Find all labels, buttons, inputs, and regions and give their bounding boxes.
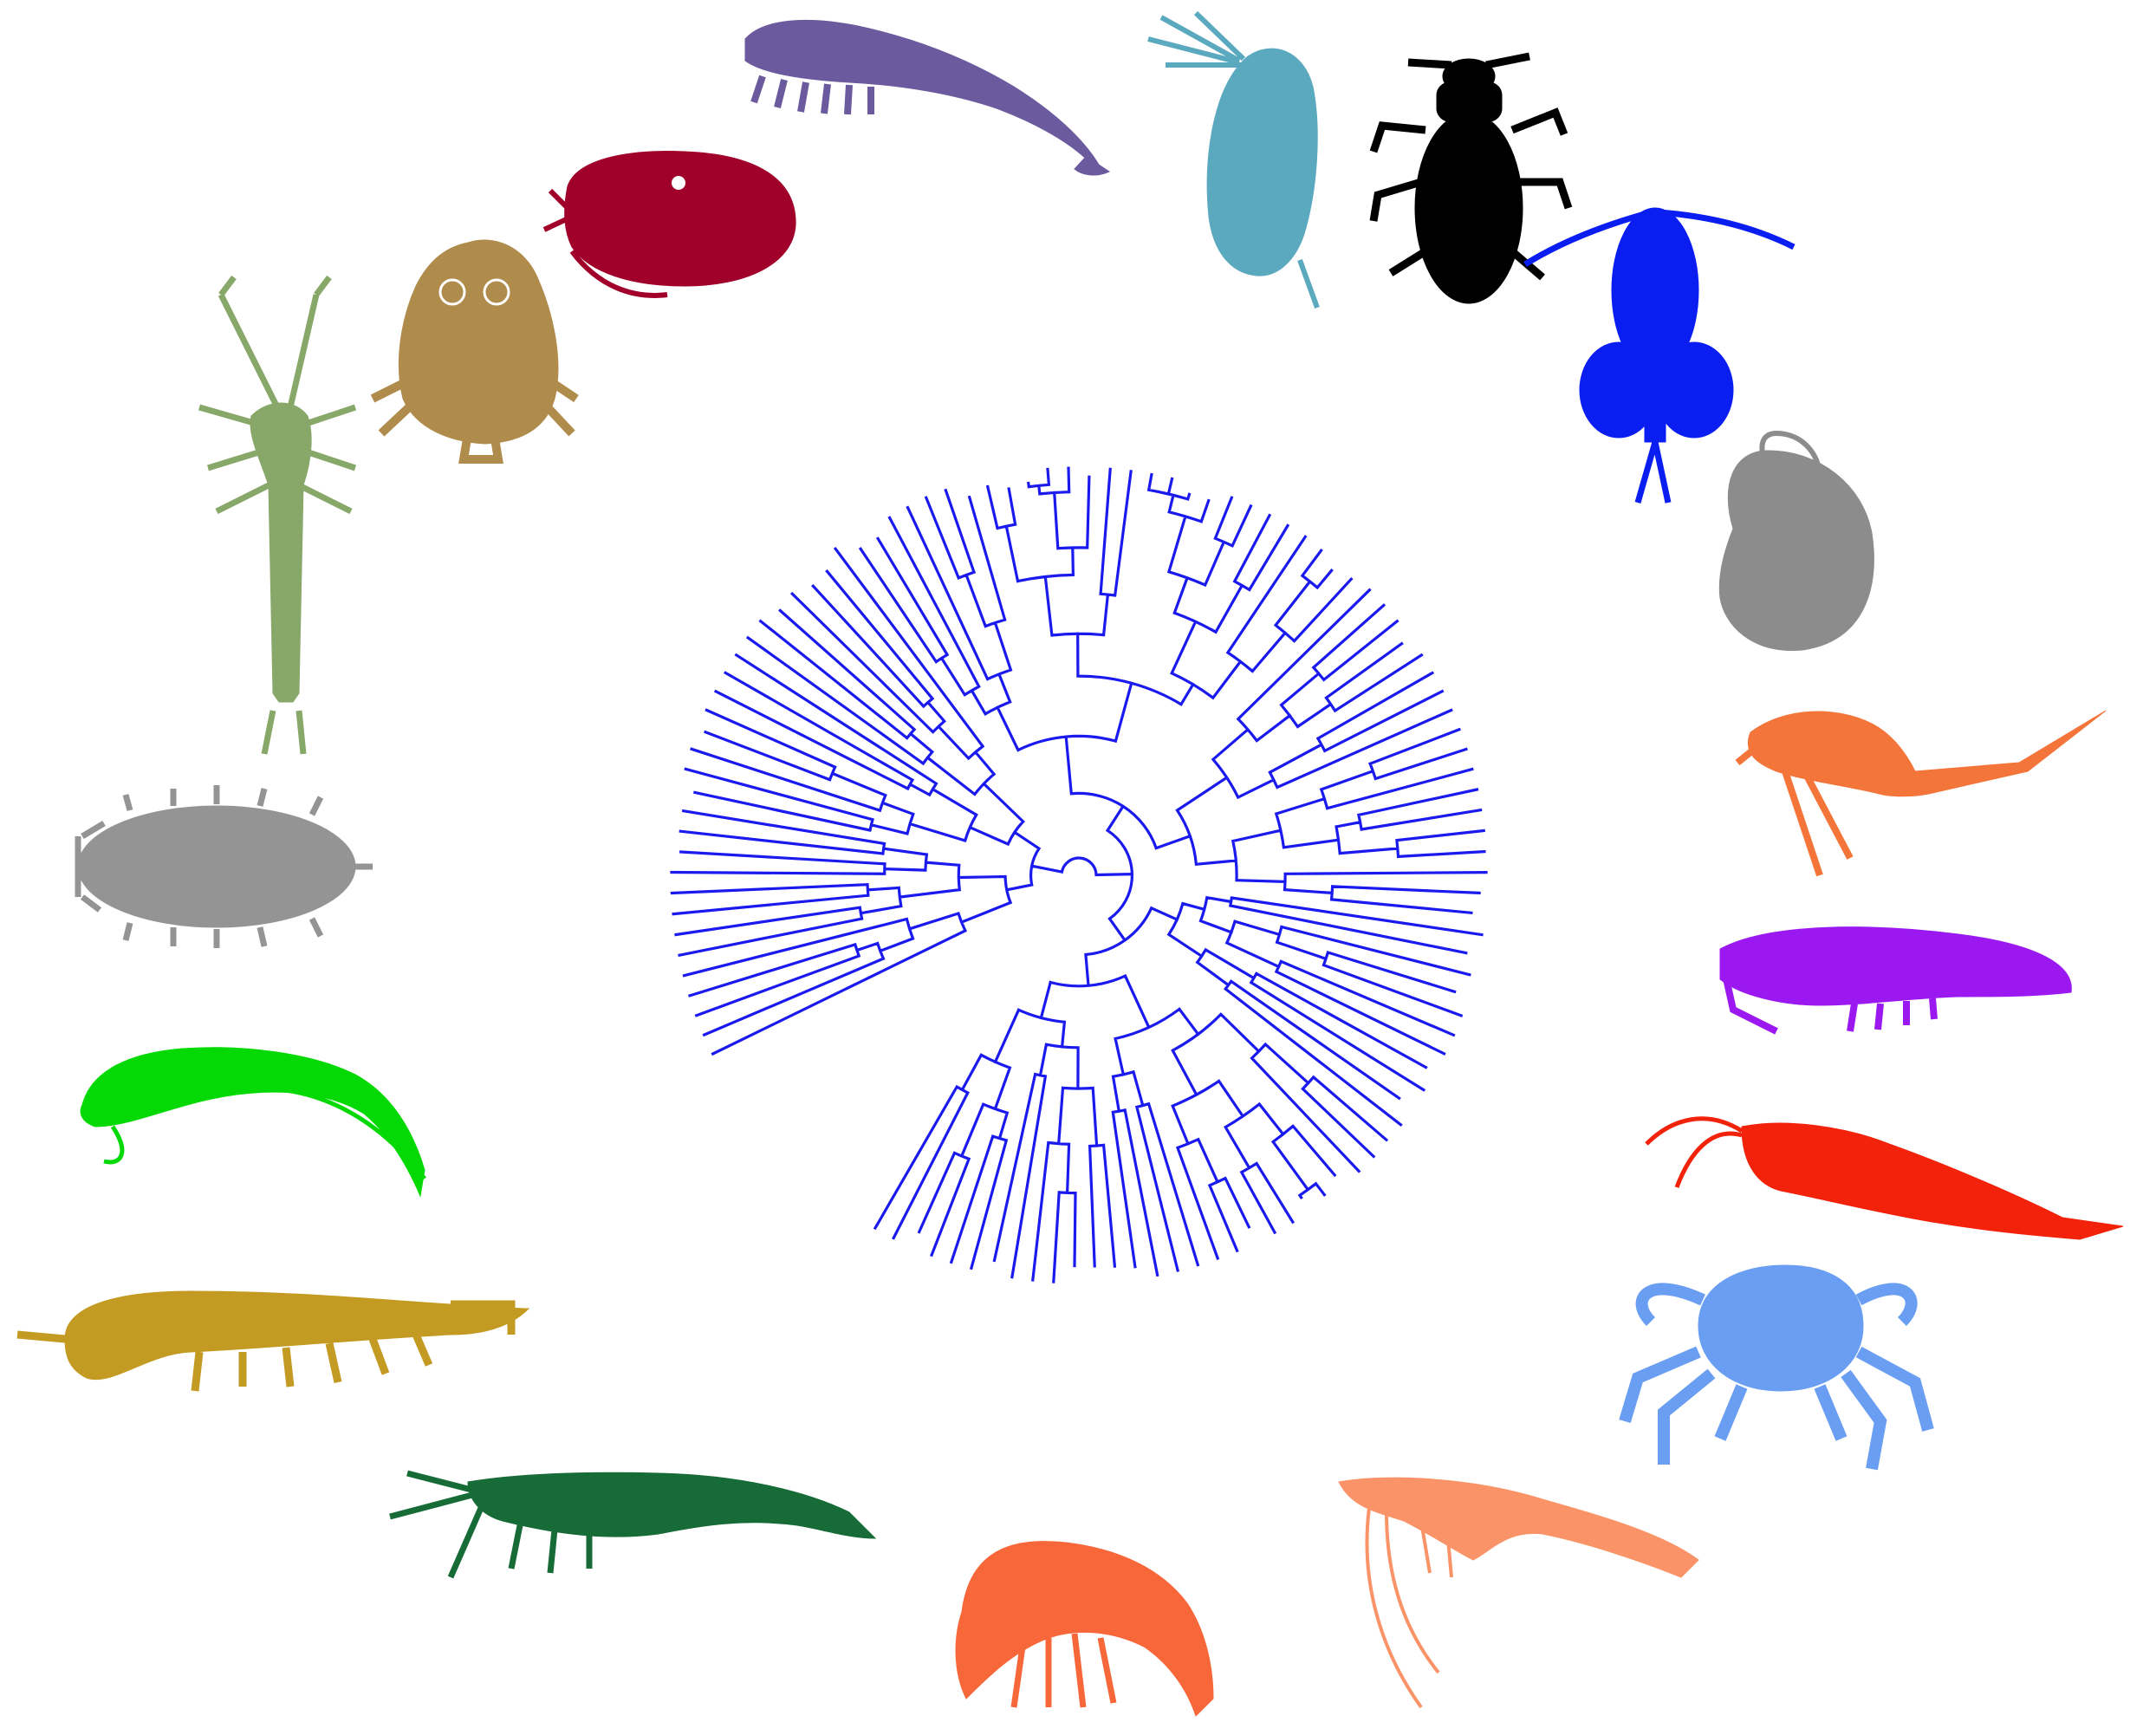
- fish-louse-eye-right: [483, 278, 510, 306]
- cumacean-silhouette: [1735, 710, 2107, 877]
- ostracod-eye: [672, 176, 685, 190]
- crab-silhouette: [1619, 1264, 1934, 1471]
- tanaid-silhouette: [16, 1290, 530, 1392]
- amphipod-orange-silhouette: [955, 1541, 1214, 1717]
- krill-silhouette: [1645, 1116, 2124, 1240]
- beetle-silhouette: [1369, 52, 1573, 304]
- amphipod-silhouette: [744, 19, 1111, 176]
- cladoceran-silhouette: [1147, 10, 1320, 309]
- phylogenetic-tree: [670, 466, 1488, 1283]
- amphipod-violet-silhouette: [1719, 926, 2072, 1035]
- barnacle-silhouette: [1718, 430, 1874, 651]
- fish-louse-silhouette: [370, 239, 579, 464]
- copepod-sage-silhouette: [198, 275, 357, 755]
- copepod-blue-silhouette: [1523, 207, 1796, 504]
- isopod-silhouette: [75, 785, 373, 948]
- fish-louse-eye-left: [438, 278, 466, 306]
- prawn-salmon-silhouette: [1338, 1477, 1699, 1709]
- shrimp-green-silhouette: [389, 1470, 877, 1579]
- tree-branches: [670, 466, 1488, 1283]
- mysid-silhouette: [80, 1047, 426, 1198]
- ostracod-silhouette: [542, 151, 796, 298]
